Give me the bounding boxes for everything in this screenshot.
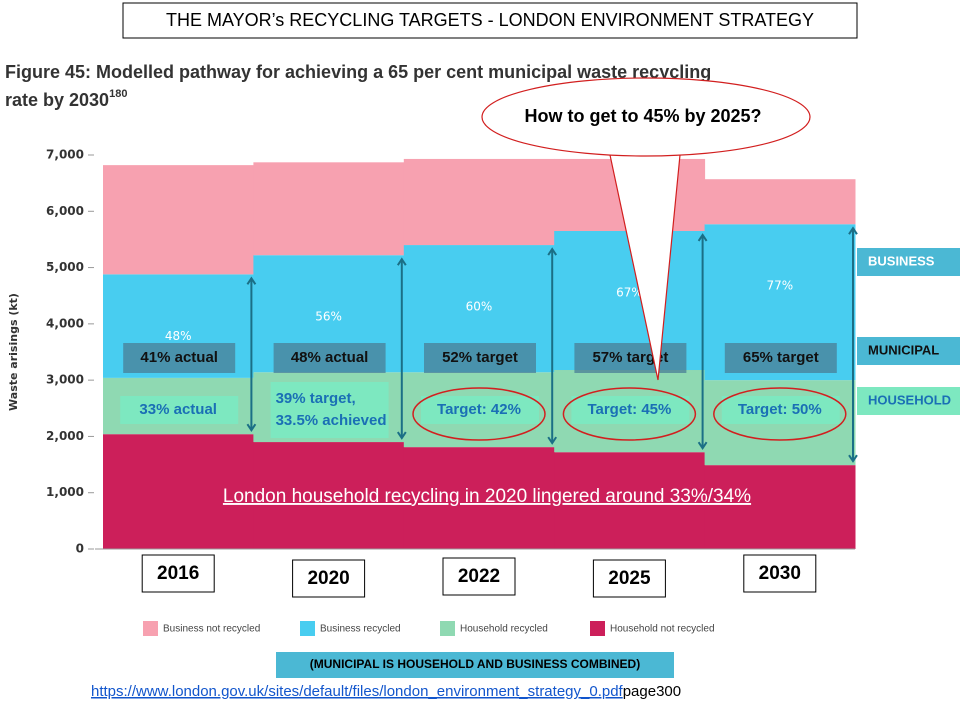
target-circle xyxy=(562,387,697,441)
y-axis-label: Waste arisings (kt) xyxy=(7,293,20,411)
year-box xyxy=(743,554,817,593)
year-box xyxy=(292,559,366,598)
percent-label: 67% xyxy=(616,285,643,299)
x-tick-label: 2020 xyxy=(307,568,349,589)
x-tick-label: 2022 xyxy=(458,566,500,587)
year-box xyxy=(141,554,215,593)
household-label: 33% actual xyxy=(139,401,217,418)
y-tick-label: 1,000 xyxy=(46,485,84,499)
household-label: Target: 42% xyxy=(437,401,521,418)
callout: How to get to 45% by 2025? xyxy=(524,106,761,126)
household-box xyxy=(571,396,690,424)
side-label: BUSINESS xyxy=(868,253,935,268)
year-box xyxy=(592,559,666,598)
household-box xyxy=(120,396,239,424)
source: https://www.london.gov.uk/sites/default/… xyxy=(91,683,681,700)
side-box xyxy=(857,387,960,415)
callout-bubble xyxy=(481,77,811,157)
segment xyxy=(103,434,254,549)
household-label: Target: 50% xyxy=(738,401,822,418)
percent-label: 77% xyxy=(766,279,793,293)
segment xyxy=(704,465,856,549)
municipal-label: 65% target xyxy=(743,349,819,366)
household-box xyxy=(721,396,840,424)
y-tick-label: 4,000 xyxy=(46,316,84,330)
household-label: 33.5% achieved xyxy=(276,412,387,429)
percent-label: 56% xyxy=(315,310,342,324)
arrow-head xyxy=(848,226,858,463)
arrow-head xyxy=(547,247,558,445)
x-tick-label: 2030 xyxy=(759,563,801,584)
side-label: HOUSEHOLD xyxy=(868,392,951,407)
source-page: page300 xyxy=(623,683,681,700)
note: (MUNICIPAL IS HOUSEHOLD AND BUSINESS COM… xyxy=(310,657,640,671)
municipal-box xyxy=(724,343,837,373)
municipal-box xyxy=(574,343,687,373)
segment xyxy=(253,162,405,256)
household-label: Target: 45% xyxy=(587,401,671,418)
percent-label: 60% xyxy=(466,300,493,314)
y-tick-label: 2,000 xyxy=(46,429,84,443)
target-circle xyxy=(713,387,847,441)
municipal-box xyxy=(273,343,386,373)
legend-label: Business not recycled xyxy=(163,624,260,635)
segment xyxy=(403,158,555,246)
footnote-ref: 180 xyxy=(109,88,127,100)
household-box xyxy=(421,396,539,424)
figure-title: rate by 2030180 xyxy=(5,88,127,110)
side-box xyxy=(857,248,960,276)
segment xyxy=(253,442,405,549)
y-tick-label: 6,000 xyxy=(46,204,84,218)
municipal-box xyxy=(424,343,536,373)
legend-swatch xyxy=(143,621,158,636)
side-label: MUNICIPAL xyxy=(868,342,939,357)
header: THE MAYOR’s RECYCLING TARGETS - LONDON E… xyxy=(166,10,814,30)
segment xyxy=(103,165,254,275)
arrow-head xyxy=(697,233,708,450)
municipal-label: 48% actual xyxy=(291,349,369,366)
callout-pointer xyxy=(609,154,681,381)
legend-swatch xyxy=(440,621,455,636)
figure-title: Figure 45: Modelled pathway for achievin… xyxy=(5,62,711,82)
segment xyxy=(403,447,555,549)
header-box xyxy=(122,2,858,39)
municipal-label: 41% actual xyxy=(140,349,218,366)
segment xyxy=(554,452,706,549)
household-box xyxy=(270,382,389,438)
overlay-text: London household recycling in 2020 linge… xyxy=(223,486,751,507)
title-line: rate by 2030 xyxy=(5,90,109,110)
legend-swatch xyxy=(300,621,315,636)
source-link[interactable]: https://www.london.gov.uk/sites/default/… xyxy=(91,683,624,700)
year-box xyxy=(442,557,516,596)
municipal-label: 57% target xyxy=(592,349,668,366)
household-label: 39% target, xyxy=(276,390,356,407)
y-tick-label: 3,000 xyxy=(46,373,84,387)
x-tick-label: 2025 xyxy=(608,568,651,589)
municipal-box xyxy=(123,343,236,373)
percent-label: 48% xyxy=(165,329,192,343)
arrow-head xyxy=(246,276,257,432)
municipal-label: 52% target xyxy=(442,349,518,366)
y-tick-label: 0 xyxy=(76,542,84,556)
y-tick-label: 7,000 xyxy=(46,148,84,162)
side-box xyxy=(857,337,960,365)
legend-label: Business recycled xyxy=(320,624,401,635)
target-circle xyxy=(412,387,546,441)
y-tick-label: 5,000 xyxy=(46,260,84,274)
note-box xyxy=(276,652,674,678)
legend-swatch xyxy=(590,621,605,636)
legend-label: Household recycled xyxy=(460,624,548,635)
legend-label: Household not recycled xyxy=(610,624,715,635)
segment xyxy=(704,179,856,225)
arrow-head xyxy=(396,257,407,440)
x-tick-label: 2016 xyxy=(157,563,199,584)
